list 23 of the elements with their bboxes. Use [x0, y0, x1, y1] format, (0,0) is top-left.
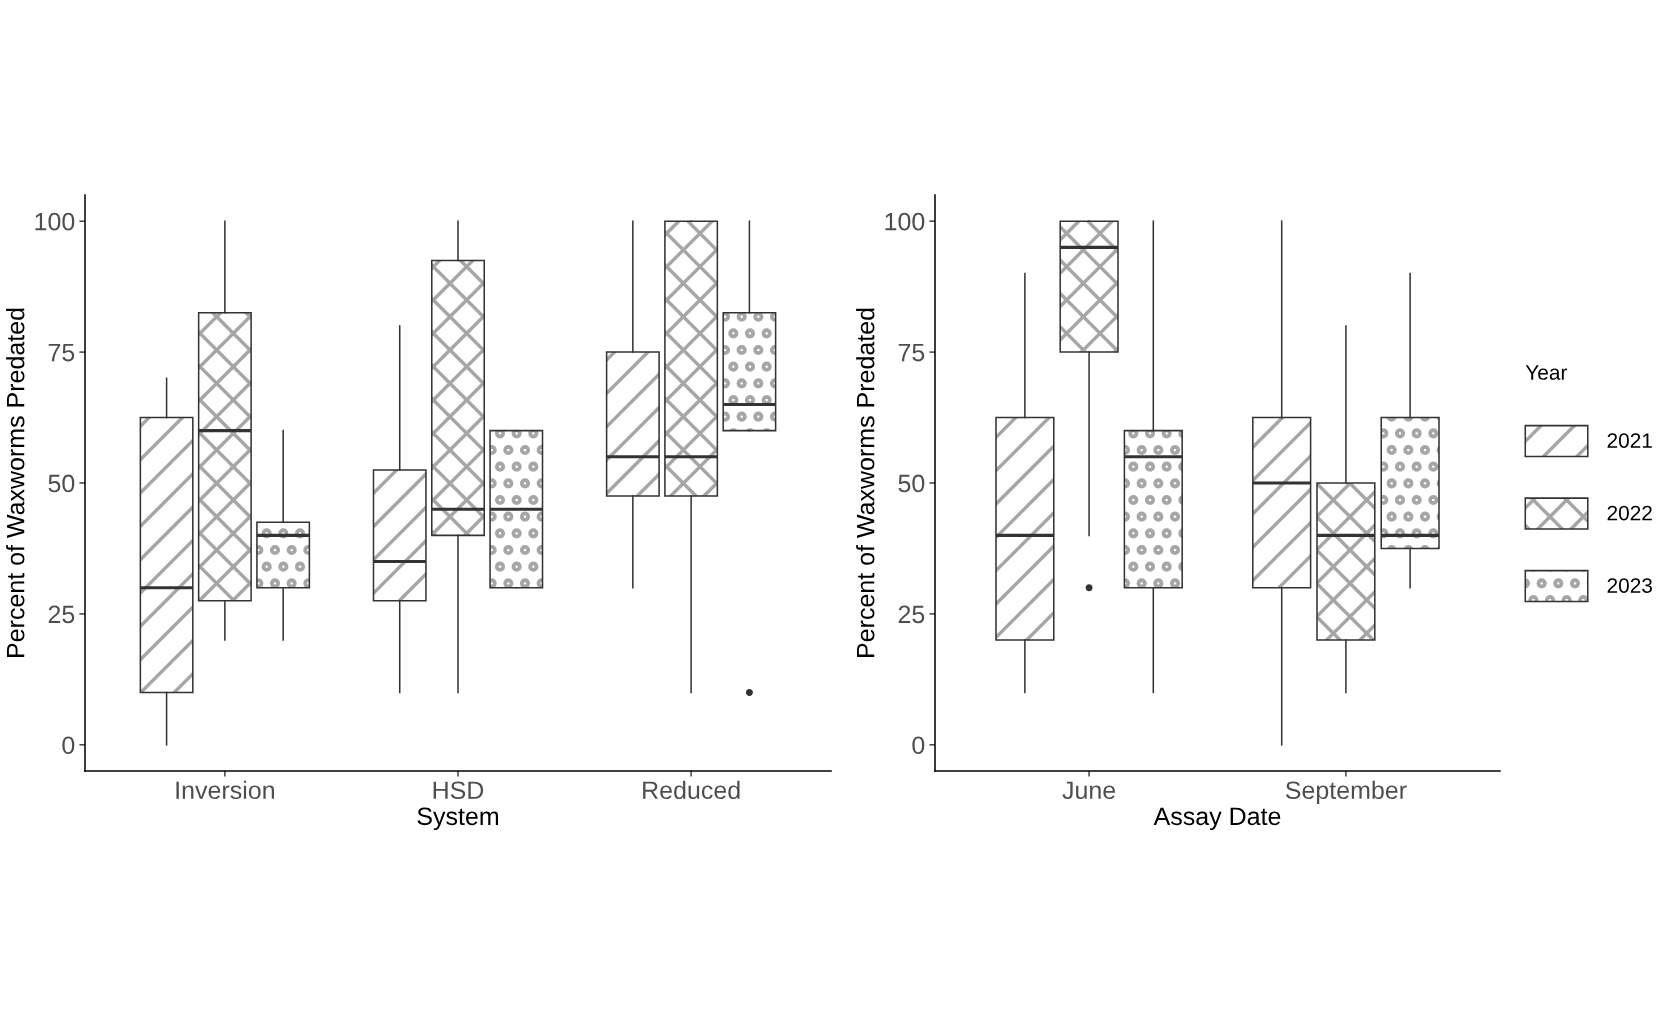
x-axis-title: System	[417, 807, 499, 831]
x-tick-label: June	[1062, 781, 1116, 800]
y-tick-label: 100	[885, 212, 925, 231]
x-tick-label: September	[1285, 780, 1407, 805]
y-tick-label: 75	[48, 343, 75, 362]
y-axis-title: Percent of Waxworms Predated	[856, 308, 875, 657]
legend-title: Year	[1525, 365, 1568, 380]
legend-label: 2022	[1607, 505, 1652, 521]
y-tick-label: 100	[35, 212, 75, 231]
y-tick-label: 0	[62, 736, 75, 755]
x-tick-label: HSD	[433, 781, 484, 800]
y-tick-label: 25	[898, 605, 925, 624]
y-axis-title: Percent of Waxworms Predated	[6, 308, 25, 657]
y-tick-label: 50	[898, 474, 925, 493]
legend-label: 2021	[1607, 433, 1652, 448]
y-tick-label: 0	[912, 736, 925, 755]
x-tick-label: Reduced	[643, 780, 740, 800]
x-tick-label: Inversion	[176, 780, 274, 800]
y-tick-label: 75	[898, 343, 925, 362]
y-tick-label: 50	[48, 474, 75, 493]
x-axis-title: Assay Date	[1153, 807, 1281, 831]
legend-label: 2023	[1607, 578, 1652, 593]
y-tick-label: 25	[48, 605, 75, 624]
